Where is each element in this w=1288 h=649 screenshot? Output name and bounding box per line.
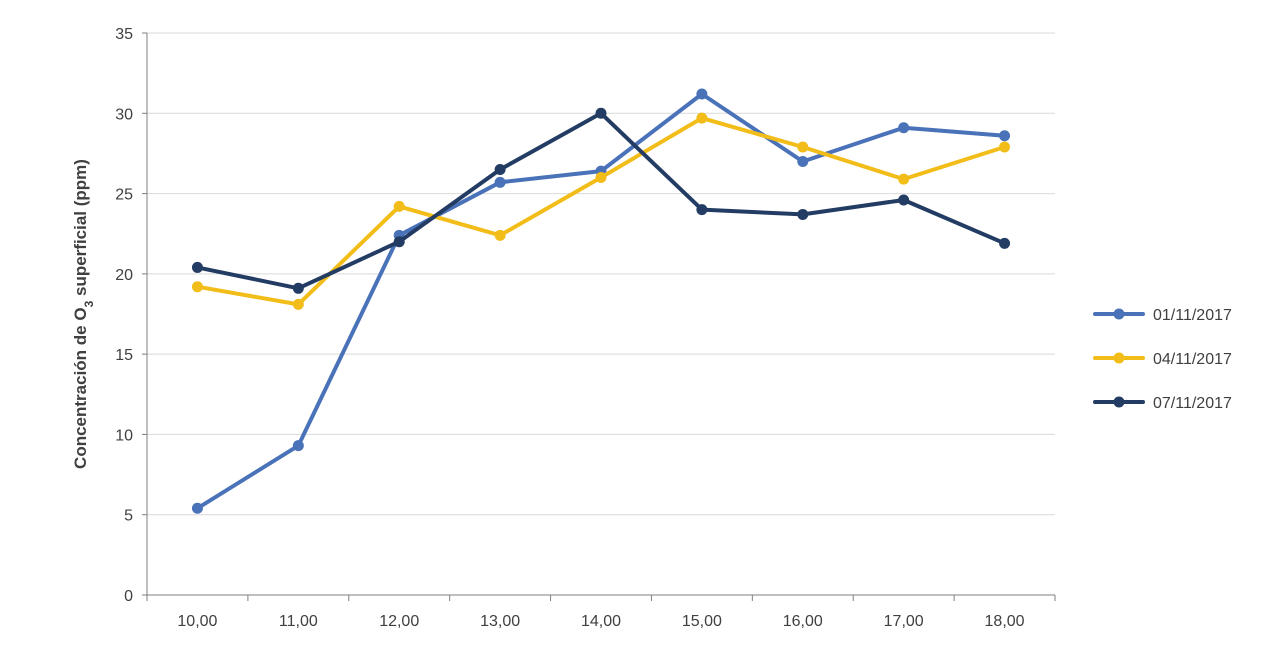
data-point	[696, 112, 708, 124]
data-point	[393, 200, 405, 212]
data-point	[898, 194, 910, 206]
data-point	[797, 208, 809, 220]
x-tick-label: 13,00	[480, 613, 520, 630]
data-point	[797, 155, 809, 167]
data-point	[292, 440, 304, 452]
legend: 01/11/2017 04/11/2017 07/11/2017	[1093, 307, 1232, 412]
data-point	[494, 229, 506, 241]
data-point	[999, 141, 1011, 153]
legend-label: 07/11/2017	[1153, 395, 1232, 412]
y-tick-label: 0	[124, 588, 133, 605]
data-point	[999, 237, 1011, 249]
data-point	[494, 163, 506, 175]
x-tick-label: 16,00	[783, 613, 823, 630]
legend-marker	[1113, 352, 1125, 364]
data-point	[898, 122, 910, 134]
data-point	[494, 176, 506, 188]
data-point	[999, 130, 1011, 142]
x-tick-label: 12,00	[379, 613, 419, 630]
series-07/11/2017	[191, 107, 1011, 294]
data-point	[696, 204, 708, 216]
series-lines	[191, 88, 1011, 514]
data-point	[595, 107, 607, 119]
y-tick-label: 25	[115, 187, 133, 204]
series-line	[195, 116, 1007, 307]
series-line	[195, 111, 1007, 291]
gridlines	[147, 32, 1055, 516]
legend-label: 04/11/2017	[1153, 351, 1232, 368]
data-point	[191, 281, 203, 293]
x-tick-label: 11,00	[279, 613, 318, 630]
series-line	[195, 92, 1007, 511]
y-tick-label: 10	[115, 427, 133, 444]
x-tick-label: 17,00	[884, 613, 924, 630]
y-tick-label: 20	[115, 267, 133, 284]
y-tick-label: 35	[115, 26, 133, 43]
axis-labels: 0 5 10 15 20 25 30 35 10,00 11,00 12,00 13,00 14,00 1…	[71, 26, 1025, 630]
x-tick-label: 14,00	[581, 613, 621, 630]
legend-label: 01/11/2017	[1153, 307, 1232, 324]
legend-item: 01/11/2017	[1093, 307, 1232, 324]
data-point	[292, 282, 304, 294]
data-point	[191, 261, 203, 273]
axes	[142, 32, 1056, 601]
legend-marker	[1113, 308, 1125, 320]
legend-item: 07/11/2017	[1093, 395, 1232, 412]
data-point	[393, 236, 405, 248]
x-tick-label: 10,00	[177, 613, 217, 630]
y-tick-label: 5	[124, 508, 133, 525]
x-tick-label: 15,00	[682, 613, 722, 630]
y-axis-title: Concentración de O3 superficial (ppm)	[71, 159, 96, 469]
legend-item: 04/11/2017	[1093, 351, 1232, 368]
x-tick-label: 18,00	[985, 613, 1025, 630]
series-01/11/2017	[191, 88, 1011, 514]
data-point	[898, 173, 910, 185]
y-tick-label: 30	[115, 106, 133, 123]
y-tick-label: 15	[115, 347, 133, 364]
data-point	[292, 298, 304, 310]
data-point	[696, 88, 708, 100]
data-point	[191, 502, 203, 514]
data-point	[595, 172, 607, 184]
legend-marker	[1113, 396, 1125, 408]
data-point	[797, 141, 809, 153]
